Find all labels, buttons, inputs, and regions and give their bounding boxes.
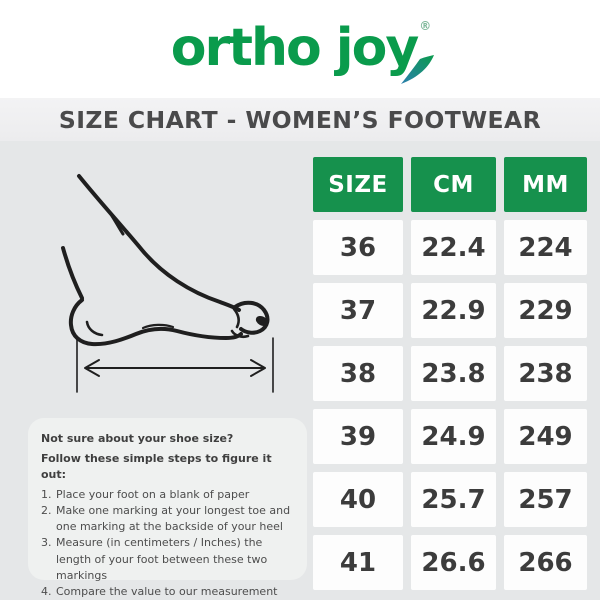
title-band: SIZE CHART - WOMEN’S FOOTWEAR — [0, 98, 600, 141]
brand-logo: ortho joy ® — [0, 8, 600, 88]
table-cell: 238 — [504, 346, 587, 401]
instruction-step: 4. Compare the value to our measurement … — [41, 585, 278, 599]
table-cell: 25.7 — [411, 472, 496, 527]
table-cell: 37 — [313, 283, 403, 338]
table-cell: 26.6 — [411, 535, 496, 590]
table-cell: 22.4 — [411, 220, 496, 275]
table-cell: 41 — [313, 535, 403, 590]
table-cell: 24.9 — [411, 409, 496, 464]
table-cell: 23.8 — [411, 346, 496, 401]
column-header-mm: MM — [504, 157, 587, 212]
instruction-step: 1. Place your foot on a blank of paper — [41, 487, 250, 501]
table-cell: 22.9 — [411, 283, 496, 338]
logo-word-ortho: ortho — [170, 18, 322, 78]
main-content: Not sure about your shoe size? Follow th… — [0, 141, 600, 600]
instructions-heading: Not sure about your shoe size? — [41, 432, 234, 445]
table-cell: 229 — [504, 283, 587, 338]
foot-measurement-illustration — [61, 174, 274, 393]
table-cell: 40 — [313, 472, 403, 527]
table-cell: 39 — [313, 409, 403, 464]
logo-word-joy: joy ® — [336, 19, 435, 84]
column-header-cm: CM — [411, 157, 496, 212]
registered-trademark-icon: ® — [419, 19, 431, 33]
table-cell: 36 — [313, 220, 403, 275]
instructions-subheading: Follow these simple steps to figure it o… — [41, 451, 272, 482]
logo-swoosh-icon — [401, 55, 435, 84]
table-cell: 257 — [504, 472, 587, 527]
table-cell: 38 — [313, 346, 403, 401]
page-title: SIZE CHART - WOMEN’S FOOTWEAR — [58, 105, 542, 134]
instruction-step: 2. Make one marking at your longest toe … — [41, 503, 291, 534]
column-header-size: SIZE — [313, 157, 403, 212]
instruction-step: 3. Measure (in centimeters / Inches) the… — [41, 536, 268, 582]
table-cell: 249 — [504, 409, 587, 464]
size-conversion-table: SIZE CM MM 36 22.4 224 37 22.9 229 38 23… — [313, 157, 587, 590]
table-cell: 266 — [504, 535, 587, 590]
measurement-instructions-panel: Not sure about your shoe size? Follow th… — [28, 418, 307, 598]
table-cell: 224 — [504, 220, 587, 275]
